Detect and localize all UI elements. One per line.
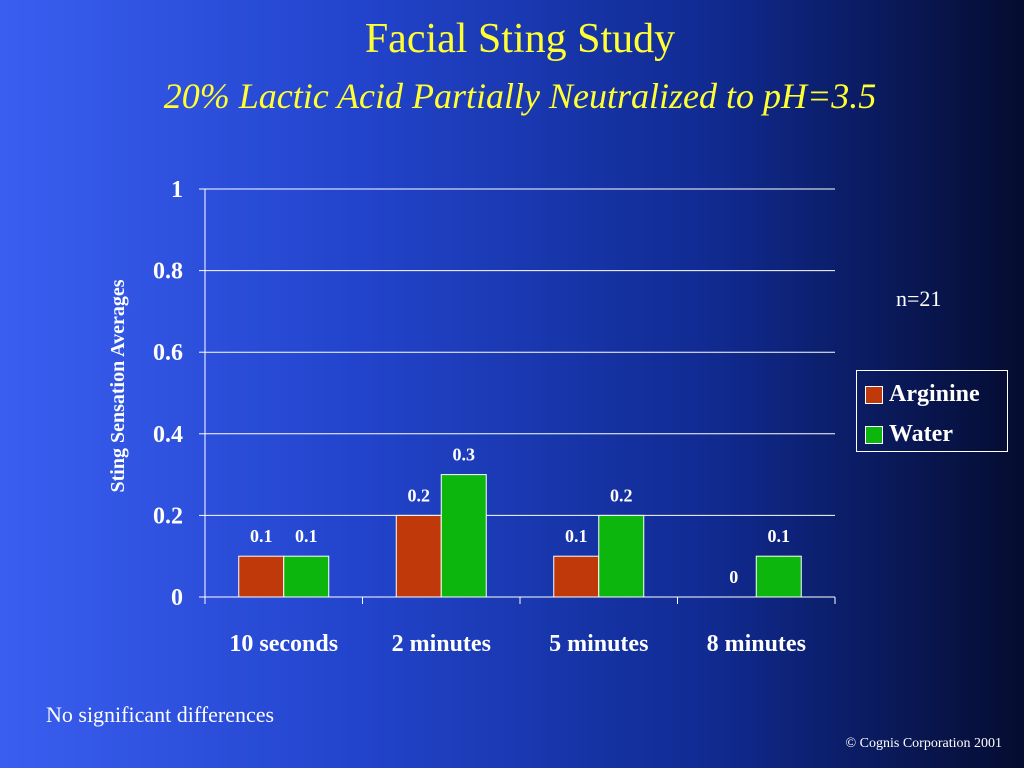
data-label: 0.2 [610,485,633,505]
copyright: © Cognis Corporation 2001 [845,736,1002,751]
bar-water [283,555,330,598]
x-tick-label: 5 minutes [549,631,648,657]
legend-swatch-arginine [865,385,883,404]
y-tick-label: 0.2 [153,503,183,529]
bar-arginine [395,514,442,598]
legend-swatch-water [865,425,883,444]
data-label: 0.1 [295,526,318,546]
bar-arginine [238,555,285,598]
legend-item-water: Water [865,421,953,448]
data-label: 0.2 [408,485,431,505]
footnote: No significant differences [46,702,275,727]
data-label: 0.1 [768,526,791,546]
data-label: 0.1 [250,526,273,546]
legend-label-water: Water [889,421,953,447]
y-tick-label: 0.6 [153,340,183,366]
y-tick-label: 0.8 [153,259,183,285]
chart-legend: Arginine Water [856,370,1008,452]
bar-arginine [553,555,600,598]
data-label: 0.1 [565,526,588,546]
data-label: 0.3 [453,445,476,465]
y-tick-label: 1 [171,177,183,203]
sample-size-note: n=21 [896,286,942,311]
legend-label-arginine: Arginine [889,381,980,407]
x-tick-label: 8 minutes [707,631,806,657]
y-tick-label: 0.4 [153,422,183,448]
x-tick-label: 10 seconds [229,631,338,657]
y-tick-label: 0 [171,585,183,611]
y-axis-label: Sting Sensation Averages [107,279,129,492]
x-tick-label: 2 minutes [392,631,491,657]
data-label: 0 [729,567,738,587]
bar-water [755,555,802,598]
slide-title: Facial Sting Study [364,16,676,62]
legend-item-arginine: Arginine [865,381,980,408]
slide-subtitle: 20% Lactic Acid Partially Neutralized to… [163,76,877,116]
bar-water [440,474,487,598]
bar-water [598,514,645,598]
